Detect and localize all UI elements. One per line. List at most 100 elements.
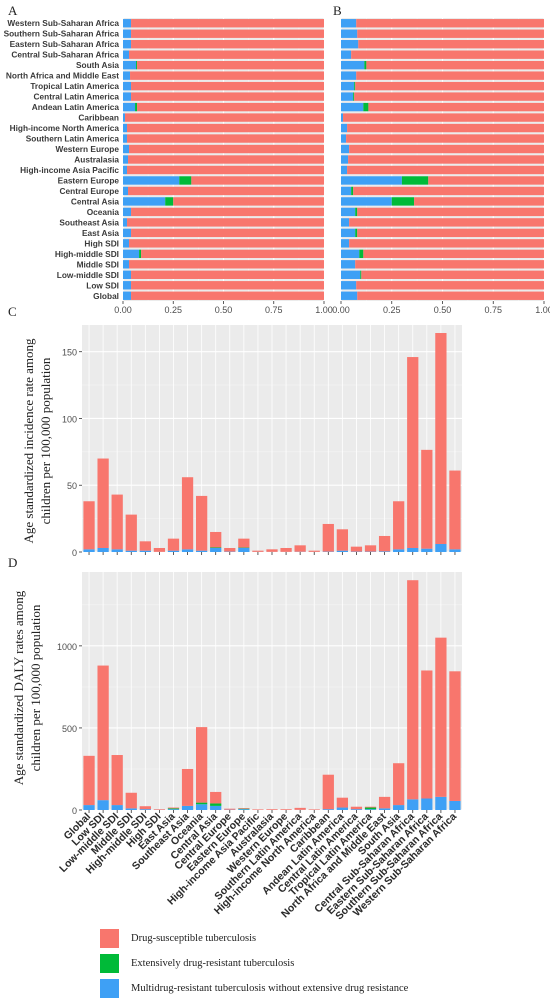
bar-central-sub-saharan-africa xyxy=(129,50,324,58)
bar-high-middle-sdi xyxy=(123,250,139,258)
bar-caribbean xyxy=(323,524,334,552)
bar-eastern-sub-saharan-africa xyxy=(131,40,324,48)
bar-oceania xyxy=(355,208,357,216)
legend: Drug-susceptible tuberculosis Extensivel… xyxy=(100,928,540,1003)
bar-australasia xyxy=(128,155,324,163)
bar-low-middle-sdi xyxy=(361,271,544,279)
bar-southern-sub-saharan-africa xyxy=(435,544,446,552)
bar-low-sdi xyxy=(341,281,356,289)
x-tick-label: 0.75 xyxy=(265,305,283,315)
bar-low-sdi xyxy=(97,459,108,548)
bar-andean-latin-america xyxy=(341,103,363,111)
bar-central-asia xyxy=(210,532,221,547)
bar-high-income-asia-pacific xyxy=(252,809,263,810)
bar-caribbean xyxy=(323,775,334,809)
bar-global xyxy=(131,292,324,300)
bar-high-income-north-america xyxy=(309,551,320,552)
bar-western-sub-saharan-africa xyxy=(131,19,324,27)
bar-east-asia xyxy=(168,809,179,810)
bar-south-asia xyxy=(137,61,324,69)
category-label: Tropical Latin America xyxy=(30,81,119,91)
bar-east-asia xyxy=(168,808,179,809)
bar-high-middle-sdi xyxy=(359,250,363,258)
category-label: Southern Sub-Saharan Africa xyxy=(4,29,120,39)
bar-north-africa-and-middle-east xyxy=(123,71,130,79)
bar-central-sub-saharan-africa xyxy=(407,580,418,799)
bar-middle-sdi xyxy=(341,260,355,268)
bar-central-europe xyxy=(353,187,544,195)
bar-western-sub-saharan-africa xyxy=(123,19,131,27)
bar-australasia xyxy=(123,155,128,163)
legend-item-mdr: Multidrug-resistant tuberculosis without… xyxy=(100,978,540,999)
bar-middle-sdi xyxy=(126,551,137,552)
bar-eastern-sub-saharan-africa xyxy=(358,40,544,48)
category-label: Low-middle SDI xyxy=(57,270,119,280)
bar-low-middle-sdi xyxy=(112,755,123,805)
bar-low-middle-sdi xyxy=(341,271,360,279)
category-label: Middle SDI xyxy=(77,259,119,269)
category-label: High-income Asia Pacific xyxy=(20,165,119,175)
bar-central-asia xyxy=(123,197,165,205)
bar-low-sdi xyxy=(356,281,544,289)
bar-north-africa-and-middle-east xyxy=(379,808,390,810)
bar-east-asia xyxy=(168,808,179,809)
bar-high-income-asia-pacific xyxy=(123,166,127,174)
x-tick-label: 1.00 xyxy=(535,305,550,315)
y-tick-label: 1000 xyxy=(57,642,77,652)
bar-high-sdi xyxy=(341,239,349,247)
bar-high-middle-sdi xyxy=(140,551,151,552)
bar-andean-latin-america xyxy=(337,798,348,808)
panel-letter-d: D xyxy=(8,555,17,570)
bar-eastern-sub-saharan-africa xyxy=(123,40,131,48)
bar-andean-latin-america xyxy=(135,103,137,111)
bar-australasia xyxy=(341,155,348,163)
category-label: Eastern Europe xyxy=(58,175,120,185)
bar-low-middle-sdi xyxy=(112,805,123,810)
y-tick-label: 0 xyxy=(72,806,77,816)
bar-oceania xyxy=(196,804,207,810)
bar-low-middle-sdi xyxy=(123,271,131,279)
bar-high-income-north-america xyxy=(127,124,324,132)
bar-australasia xyxy=(266,549,277,552)
category-label: North Africa and Middle East xyxy=(6,71,119,81)
y-tick-label: 150 xyxy=(62,348,77,358)
bar-central-europe xyxy=(341,187,351,195)
bar-eastern-sub-saharan-africa xyxy=(341,40,358,48)
bar-global xyxy=(341,292,357,300)
bar-east-asia xyxy=(341,229,355,237)
category-label: High-middle SDI xyxy=(55,249,119,259)
bar-low-sdi xyxy=(131,281,324,289)
bar-north-africa-and-middle-east xyxy=(379,551,390,552)
bar-southeast-asia xyxy=(182,549,193,552)
bar-eastern-europe xyxy=(402,176,428,184)
category-label: Caribbean xyxy=(78,113,119,123)
bar-andean-latin-america xyxy=(123,103,135,111)
category-label: Low SDI xyxy=(86,280,119,290)
category-label: Southern Latin America xyxy=(26,134,120,144)
bar-east-asia xyxy=(168,539,179,551)
category-label: Central Europe xyxy=(60,186,120,196)
bar-global xyxy=(83,549,94,552)
category-label: Global xyxy=(93,291,119,301)
bar-eastern-sub-saharan-africa xyxy=(421,549,432,552)
x-tick-label: 0.50 xyxy=(215,305,233,315)
bar-tropical-latin-america xyxy=(131,82,324,90)
bar-southern-sub-saharan-africa xyxy=(341,30,357,38)
bar-southern-sub-saharan-africa xyxy=(357,30,544,38)
bar-central-sub-saharan-africa xyxy=(407,799,418,810)
bar-middle-sdi xyxy=(126,515,137,551)
bar-high-income-north-america xyxy=(341,124,347,132)
bar-low-middle-sdi xyxy=(112,549,123,552)
bar-low-sdi xyxy=(97,548,108,552)
bar-low-sdi xyxy=(97,800,108,810)
bar-middle-sdi xyxy=(126,808,137,810)
bar-high-income-north-america xyxy=(123,124,127,132)
bar-central-europe xyxy=(224,809,235,810)
bar-high-income-north-america xyxy=(347,124,544,132)
legend-label-mdr: Multidrug-resistant tuberculosis without… xyxy=(131,983,408,994)
category-label: Australasia xyxy=(74,155,119,165)
bar-western-sub-saharan-africa xyxy=(356,19,544,27)
